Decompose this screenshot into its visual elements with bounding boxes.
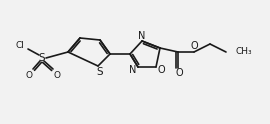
Text: O: O (157, 65, 165, 75)
Text: S: S (97, 67, 103, 77)
Text: N: N (129, 65, 137, 75)
Text: O: O (175, 68, 183, 78)
Text: N: N (138, 31, 146, 41)
Text: S: S (39, 53, 45, 63)
Text: CH₃: CH₃ (236, 47, 253, 57)
Text: O: O (25, 72, 32, 80)
Text: O: O (190, 41, 198, 51)
Text: O: O (53, 72, 60, 80)
Text: Cl: Cl (16, 41, 25, 49)
